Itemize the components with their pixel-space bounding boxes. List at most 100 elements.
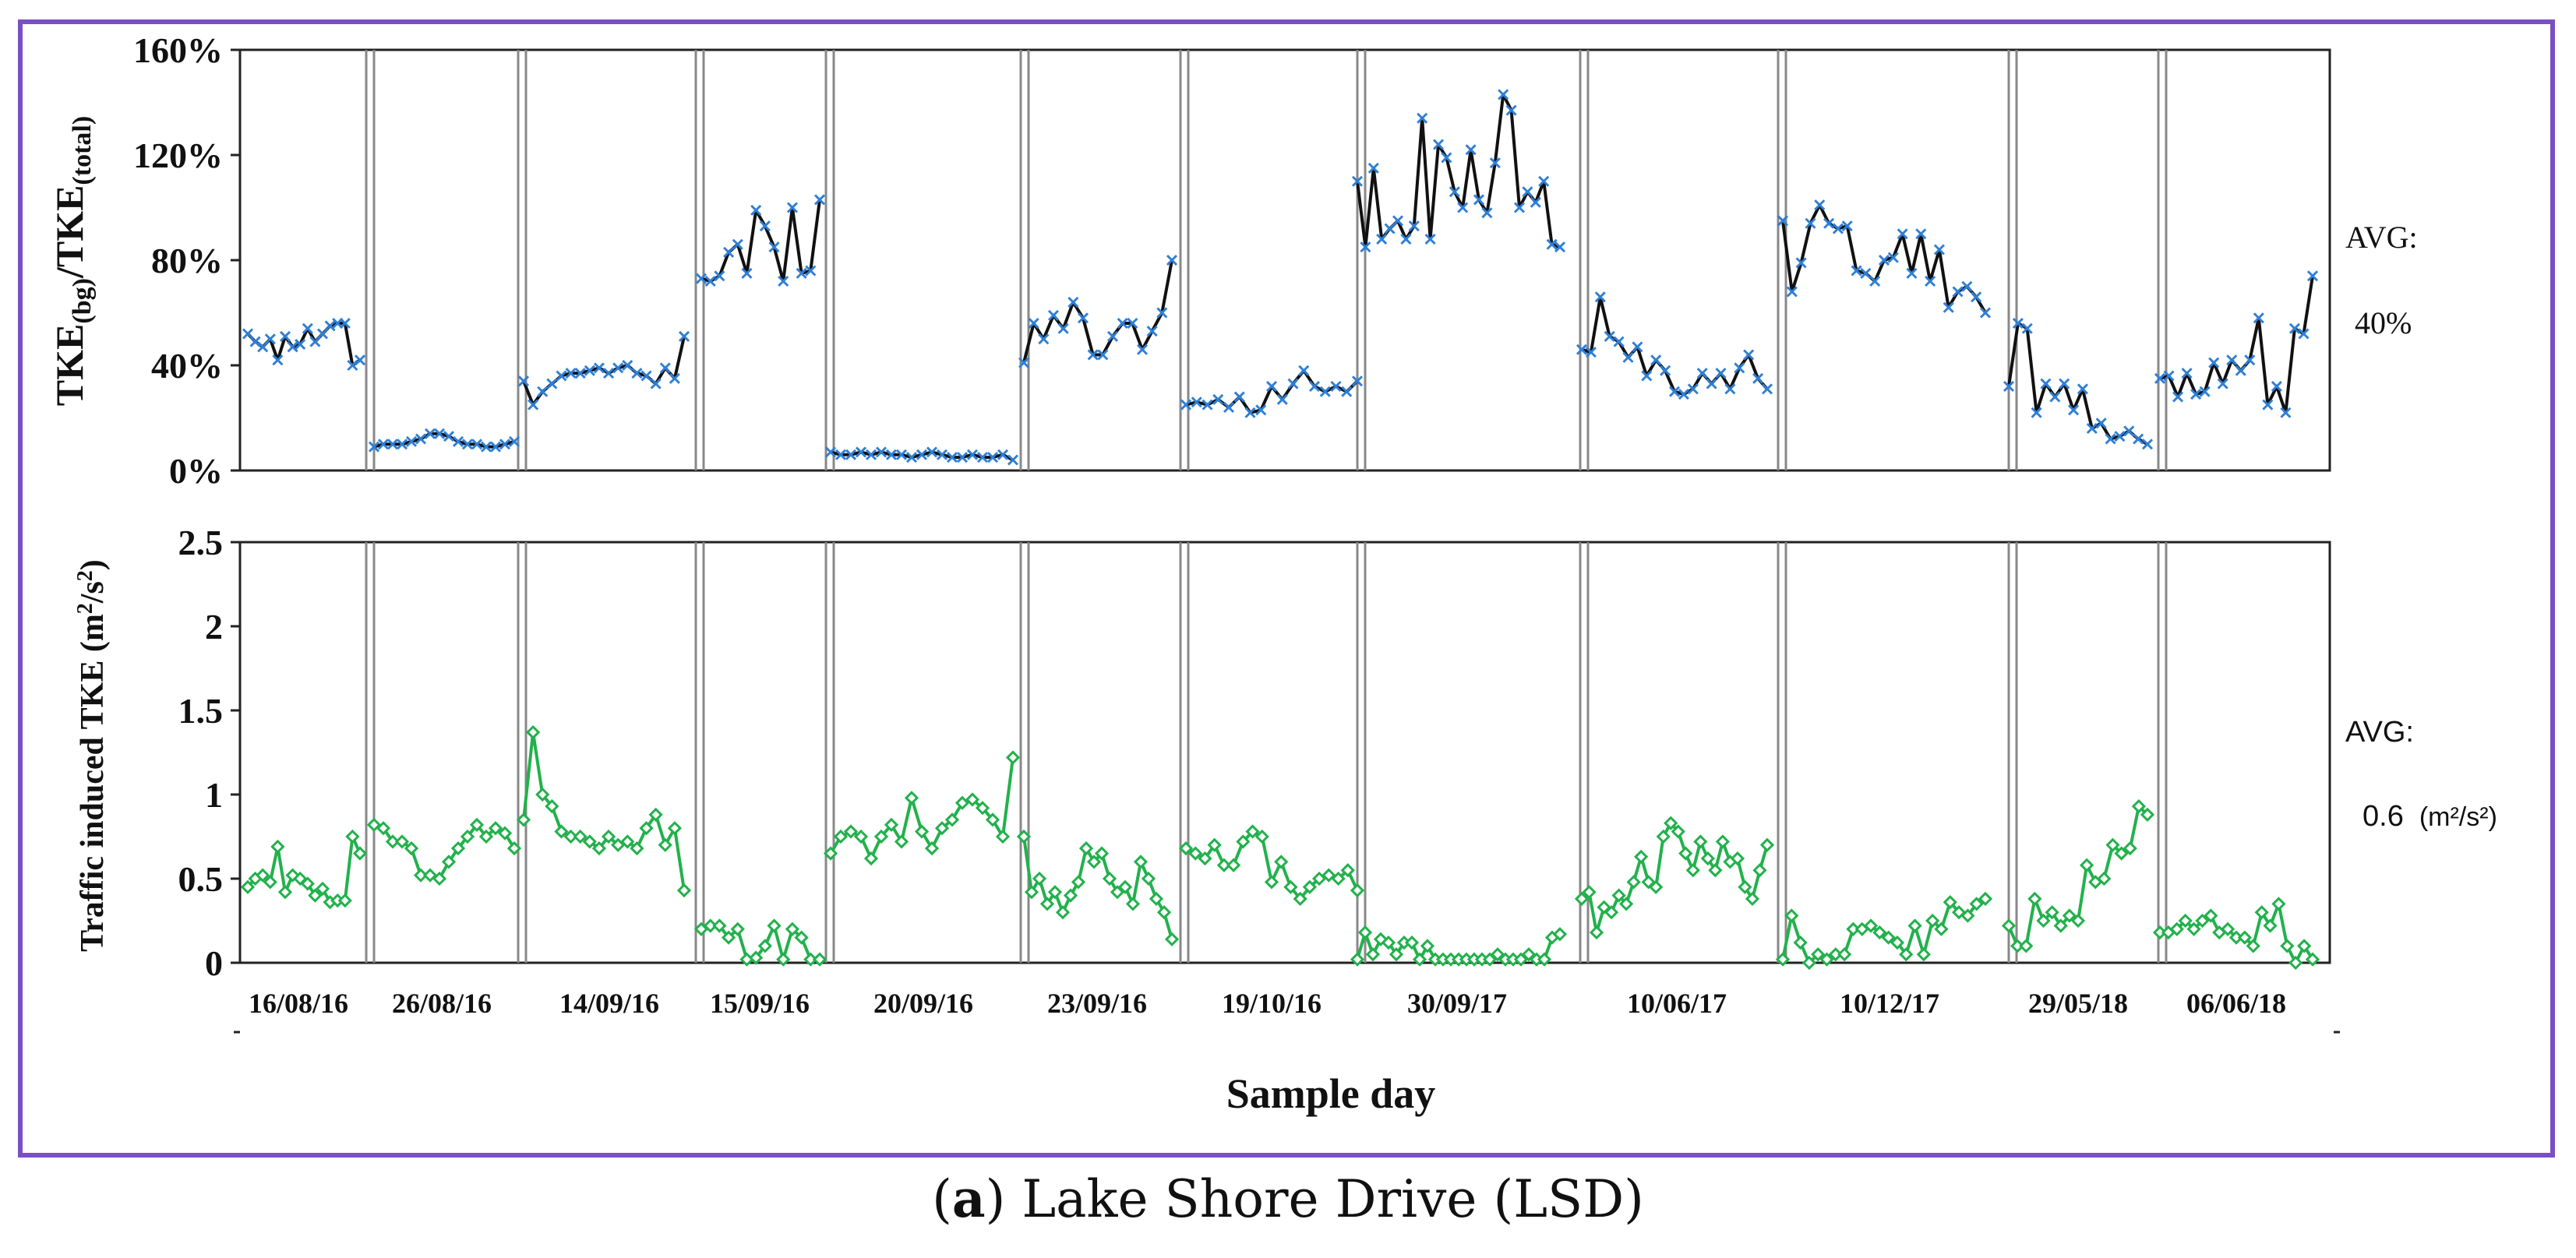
bottom-data-point — [924, 840, 940, 856]
top-data-point — [2298, 328, 2310, 340]
bottom-data-point — [1925, 913, 1940, 929]
bottom-data-point — [1016, 829, 1032, 844]
bottom-data-point — [2195, 913, 2210, 929]
bottom-data-point — [1322, 868, 1336, 883]
top-data-point — [786, 202, 798, 213]
figure-frame — [18, 19, 2555, 1158]
bottom-data-point — [1700, 851, 1715, 866]
top-data-point — [1585, 347, 1597, 358]
bottom-data-point — [1381, 935, 1396, 950]
top-data-point — [1136, 344, 1149, 355]
bottom-data-point — [1254, 829, 1269, 844]
bottom-data-point — [366, 817, 382, 833]
top-data-point — [759, 220, 771, 232]
top-data-point — [584, 365, 595, 376]
bottom-data-point — [1837, 947, 1852, 962]
top-data-point — [1505, 104, 1517, 116]
bottom-data-point — [1863, 918, 1879, 933]
top-data-point — [1489, 157, 1501, 169]
top-data-point — [499, 439, 511, 450]
top-data-point — [1449, 186, 1460, 198]
bottom-data-point — [658, 837, 672, 852]
bottom-data-point — [1055, 905, 1071, 920]
top-data-point — [916, 449, 928, 460]
bottom-data-point — [703, 918, 718, 933]
top-data-point — [2133, 433, 2144, 445]
top-data-point — [2003, 380, 2015, 393]
bottom-data-point — [873, 829, 889, 844]
top-data-point — [354, 354, 366, 366]
top-data-point — [489, 441, 502, 453]
bottom-data-point — [240, 879, 256, 894]
top-data-point — [1351, 375, 1364, 387]
caption-letter: a — [951, 1168, 986, 1229]
bottom-data-point — [639, 821, 654, 836]
top-y-tick-label: 120% — [133, 136, 223, 175]
bottom-data-point — [1611, 888, 1626, 903]
bottom-data-point — [1236, 834, 1251, 849]
bottom-data-point — [1110, 885, 1125, 900]
bottom-data-point — [1302, 879, 1318, 894]
top-y-tick-label: 40% — [151, 346, 223, 386]
top-data-point — [396, 439, 408, 450]
bottom-data-point — [2080, 858, 2094, 872]
bottom-data-point — [460, 829, 475, 844]
bottom-data-point — [1071, 875, 1086, 890]
top-data-point — [750, 204, 762, 216]
bottom-data-point — [794, 930, 809, 945]
top-data-point — [1530, 196, 1541, 208]
top-data-point — [1308, 380, 1321, 393]
bottom-data-point — [1331, 871, 1346, 886]
top-data-point — [1777, 215, 1789, 227]
top-data-point — [2012, 317, 2024, 329]
top-data-point — [1330, 380, 1342, 393]
bottom-data-point — [904, 791, 919, 805]
top-data-point — [1067, 296, 1079, 308]
bottom-data-point — [1188, 846, 1203, 861]
bottom-data-point — [308, 888, 323, 903]
top-data-point — [926, 446, 938, 458]
bottom-data-point — [469, 817, 485, 833]
bottom-data-point — [1978, 891, 1993, 907]
bottom-data-point — [843, 824, 859, 839]
top-data-point — [1038, 333, 1050, 345]
top-data-point — [602, 368, 615, 379]
bottom-data-point — [2123, 840, 2137, 856]
top-data-point — [805, 265, 817, 277]
top-data-point — [424, 428, 436, 439]
bottom-data-point — [1094, 846, 1110, 861]
top-data-point — [565, 368, 577, 379]
top-series-line — [373, 432, 515, 449]
bottom-data-point — [803, 952, 818, 967]
top-data-point — [1706, 378, 1717, 389]
top-series-line — [2159, 275, 2314, 414]
top-data-point — [1233, 391, 1245, 403]
bottom-data-point — [975, 801, 990, 816]
bottom-data-point — [422, 868, 438, 883]
top-series-line — [700, 199, 821, 283]
top-data-point — [1887, 252, 1899, 263]
top-data-point — [1457, 202, 1469, 213]
top-data-point — [1223, 401, 1235, 414]
top-data-point — [1287, 378, 1299, 389]
bottom-data-point — [315, 881, 330, 897]
top-data-point — [2105, 433, 2116, 445]
bottom-data-point — [1032, 871, 1047, 886]
bottom-data-point — [1819, 952, 1834, 967]
bottom-data-point — [1311, 871, 1327, 886]
top-data-point — [1180, 399, 1192, 411]
top-data-point — [2235, 365, 2246, 376]
top-data-point — [2288, 322, 2301, 334]
top-data-point — [2068, 404, 2080, 416]
top-data-point — [741, 267, 753, 279]
bottom-data-point — [1274, 855, 1289, 869]
top-data-point — [249, 336, 261, 347]
top-data-point — [2244, 354, 2256, 366]
top-data-point — [714, 270, 725, 282]
bottom-data-point — [376, 821, 391, 836]
top-data-point — [528, 399, 539, 411]
top-data-point — [1408, 220, 1420, 232]
bottom-series-line — [246, 835, 362, 904]
top-data-point — [2306, 270, 2319, 282]
bottom-data-point — [620, 834, 635, 849]
